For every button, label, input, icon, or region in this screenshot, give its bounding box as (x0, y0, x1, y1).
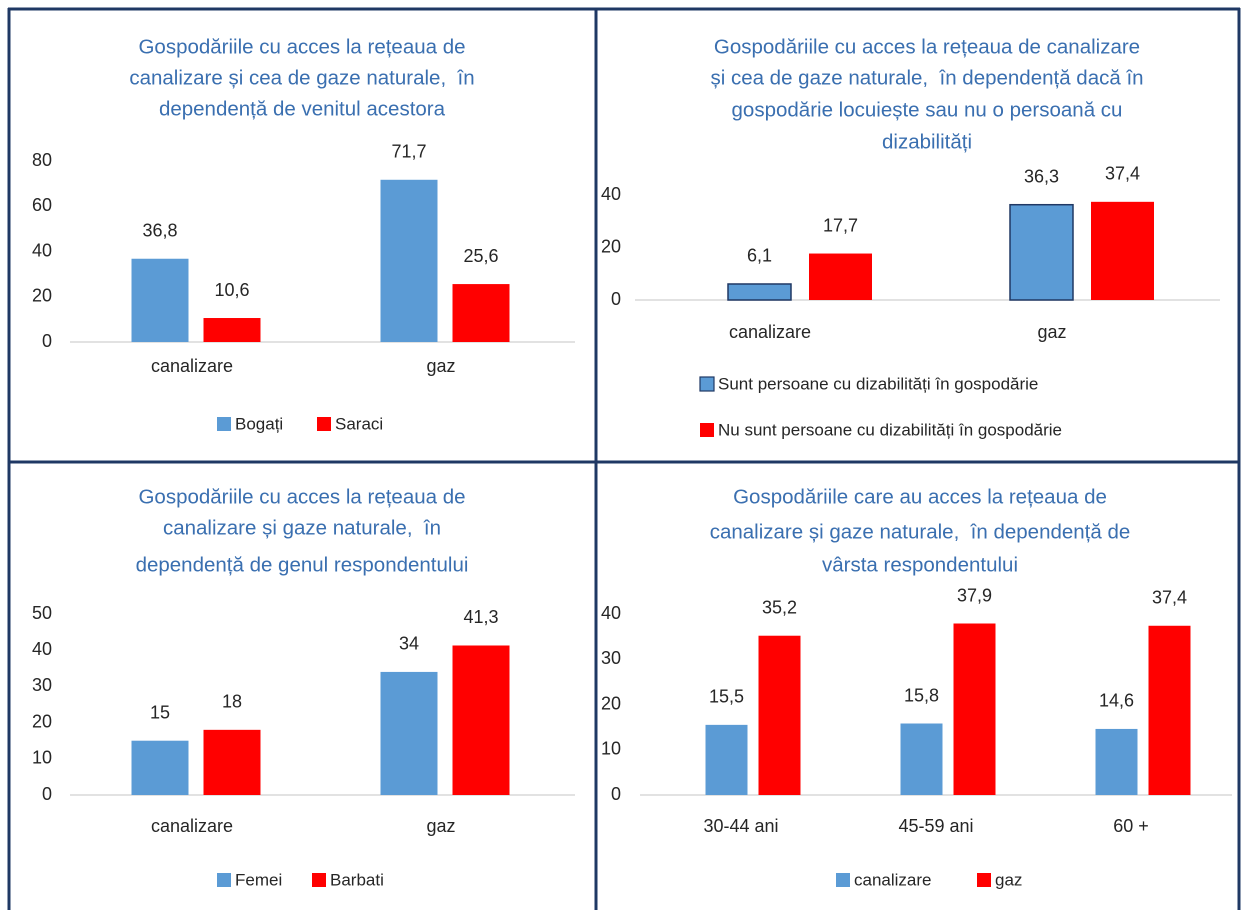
legend-swatch (836, 873, 850, 887)
bar (1009, 203, 1074, 301)
legend-swatch (977, 873, 991, 887)
chart-title: Gospodăriile care au acces la rețeaua de (733, 485, 1107, 508)
x-tick-label: 60 + (1113, 816, 1149, 836)
bar (727, 283, 792, 301)
data-label: 15,8 (904, 685, 939, 705)
legend-label: Saraci (335, 414, 383, 433)
bar (131, 258, 189, 342)
data-label: 41,3 (463, 607, 498, 627)
y-tick-label: 0 (42, 331, 52, 351)
bar (452, 645, 510, 795)
chart-title: canalizare și cea de gaze naturale, în (129, 66, 474, 89)
bar (900, 723, 943, 795)
data-label: 37,4 (1105, 164, 1140, 184)
y-tick-label: 20 (601, 693, 621, 713)
chart-title: gospodărie locuiește sau nu o persoană c… (732, 98, 1123, 121)
legend-swatch (217, 417, 231, 431)
y-tick-label: 20 (32, 286, 52, 306)
data-label: 71,7 (391, 142, 426, 162)
y-tick-label: 40 (601, 603, 621, 623)
y-tick-label: 0 (611, 289, 621, 309)
bar (203, 729, 261, 795)
x-tick-label: 45-59 ani (898, 816, 973, 836)
bar (452, 284, 510, 342)
bar (131, 740, 189, 795)
x-tick-label: canalizare (151, 356, 233, 376)
bar (380, 179, 438, 342)
data-label: 34 (399, 634, 419, 654)
data-label: 15,5 (709, 687, 744, 707)
chart-title: vârsta respondentului (822, 553, 1018, 576)
legend-swatch (217, 873, 231, 887)
bar (203, 318, 261, 342)
y-tick-label: 10 (601, 739, 621, 759)
legend-label: canalizare (854, 870, 932, 889)
data-label: 37,4 (1152, 588, 1187, 608)
data-label: 6,1 (747, 246, 772, 266)
legend-label: Bogați (235, 414, 283, 433)
y-tick-label: 80 (32, 150, 52, 170)
y-tick-label: 60 (32, 195, 52, 215)
data-label: 14,6 (1099, 691, 1134, 711)
y-tick-label: 30 (32, 675, 52, 695)
legend-label: Femei (235, 870, 282, 889)
bar (1091, 201, 1154, 300)
data-label: 10,6 (214, 280, 249, 300)
legend-label: Nu sunt persoane cu dizabilități în gosp… (718, 420, 1062, 439)
y-tick-label: 40 (32, 639, 52, 659)
y-tick-label: 10 (32, 748, 52, 768)
chart-title: canalizare și gaze naturale, în (163, 516, 441, 539)
data-label: 25,6 (463, 246, 498, 266)
bar (953, 623, 996, 795)
x-tick-label: gaz (1037, 322, 1066, 342)
data-label: 36,8 (142, 220, 177, 240)
bar (380, 671, 438, 795)
legend-swatch (700, 423, 714, 437)
bar (1095, 728, 1138, 795)
y-tick-label: 50 (32, 603, 52, 623)
bar (809, 253, 872, 300)
chart-title: și cea de gaze naturale, în dependență d… (710, 66, 1143, 89)
data-label: 37,9 (957, 585, 992, 605)
chart-title: Gospodăriile cu acces la rețeaua de (138, 485, 465, 508)
bar (758, 635, 801, 795)
y-tick-label: 30 (601, 648, 621, 668)
bar (1148, 625, 1191, 795)
y-tick-label: 0 (611, 784, 621, 804)
x-tick-label: gaz (426, 816, 455, 836)
data-label: 18 (222, 692, 242, 712)
y-tick-label: 40 (32, 240, 52, 260)
chart-title: dependență de venitul acestora (159, 97, 446, 120)
data-label: 17,7 (823, 215, 858, 235)
legend-swatch (312, 873, 326, 887)
legend-label: Barbati (330, 870, 384, 889)
chart-title: dizabilități (882, 130, 972, 153)
chart-title: canalizare și gaze naturale, în dependen… (710, 520, 1131, 543)
y-tick-label: 20 (601, 236, 621, 256)
legend-swatch (317, 417, 331, 431)
legend-label: gaz (995, 870, 1022, 889)
y-tick-label: 40 (601, 184, 621, 204)
x-tick-label: canalizare (151, 816, 233, 836)
legend-swatch (699, 376, 715, 392)
chart-title: Gospodăriile cu acces la rețeaua de (138, 35, 465, 58)
bar (705, 724, 748, 795)
legend-label: Sunt persoane cu dizabilități în gospodă… (718, 374, 1038, 393)
x-tick-label: 30-44 ani (703, 816, 778, 836)
x-tick-label: gaz (426, 356, 455, 376)
x-tick-label: canalizare (729, 322, 811, 342)
data-label: 15 (150, 702, 170, 722)
chart-title: dependență de genul respondentului (136, 553, 469, 576)
data-label: 35,2 (762, 597, 797, 617)
data-label: 36,3 (1024, 166, 1059, 186)
chart-title: Gospodăriile cu acces la rețeaua de cana… (714, 35, 1140, 58)
y-tick-label: 20 (32, 711, 52, 731)
y-tick-label: 0 (42, 784, 52, 804)
